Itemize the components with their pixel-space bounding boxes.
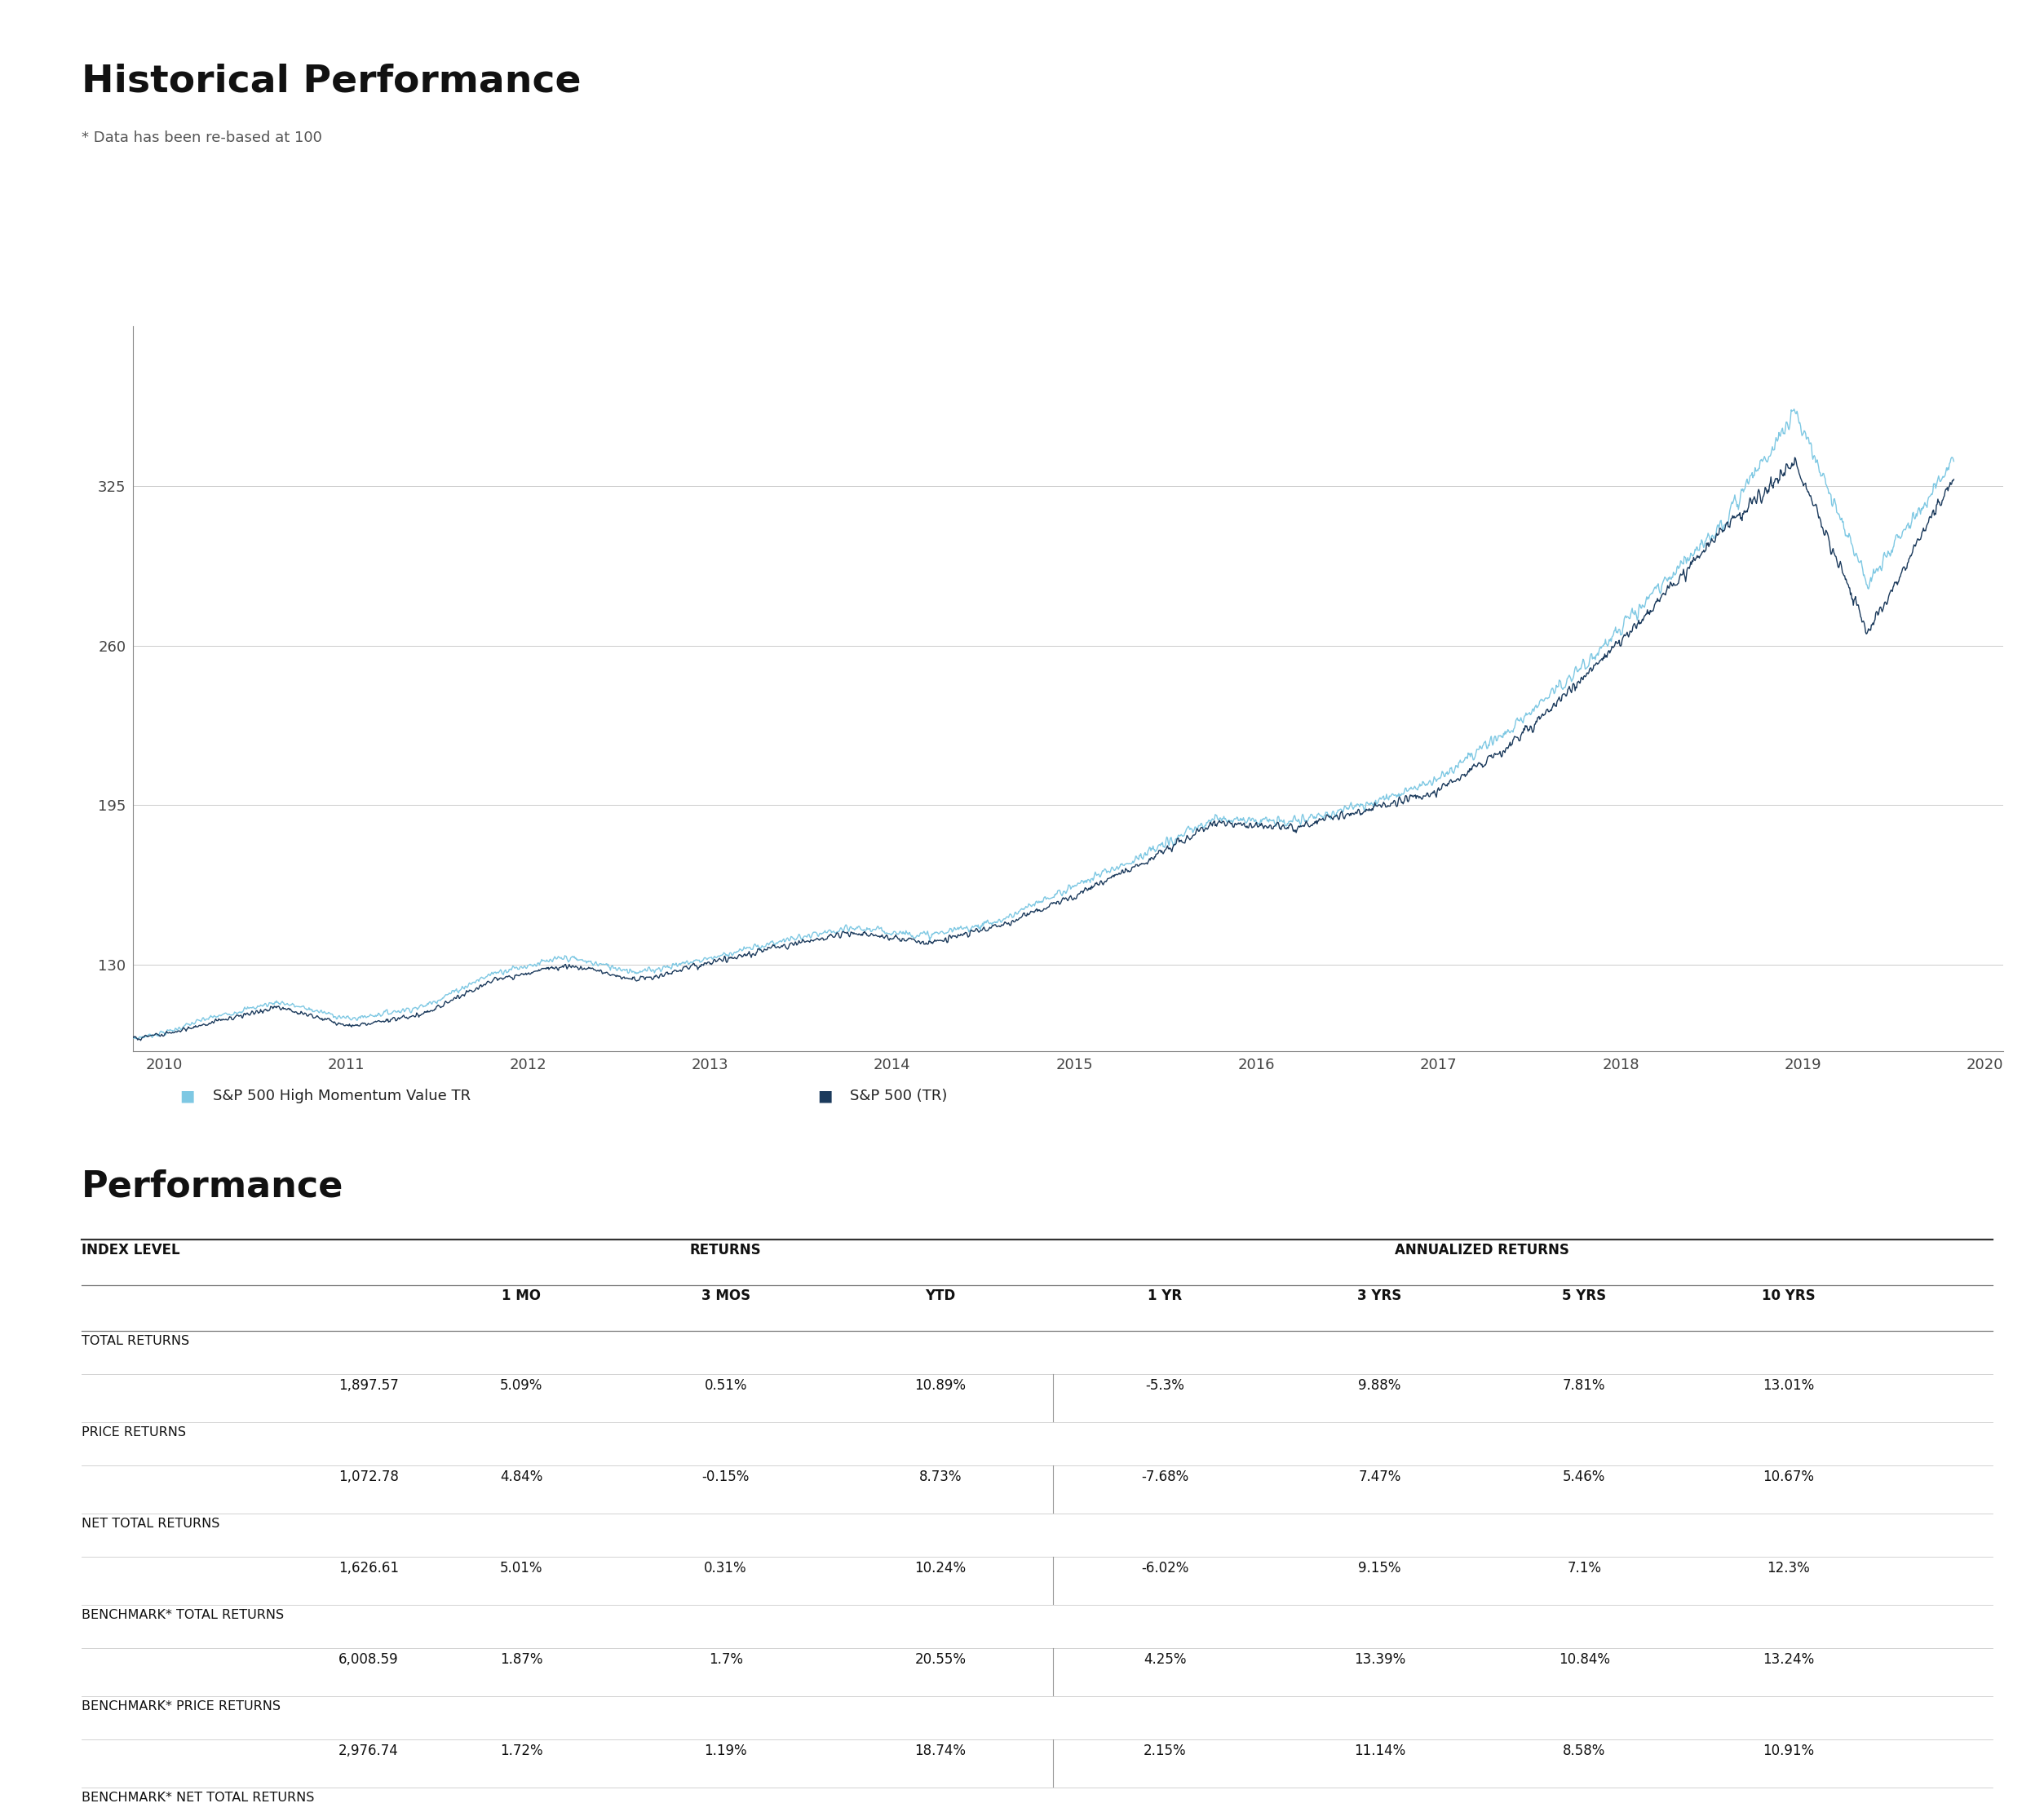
Text: 7.1%: 7.1% [1568,1560,1600,1575]
Text: 1 YR: 1 YR [1149,1288,1181,1303]
Text: BENCHMARK* PRICE RETURNS: BENCHMARK* PRICE RETURNS [82,1700,280,1712]
Text: 10.89%: 10.89% [914,1377,967,1393]
Text: 1,626.61: 1,626.61 [337,1560,399,1575]
Text: 4.84%: 4.84% [501,1470,542,1484]
Text: S&P 500 (TR): S&P 500 (TR) [850,1089,948,1104]
Text: 3 YRS: 3 YRS [1357,1288,1402,1303]
Text: TOTAL RETURNS: TOTAL RETURNS [82,1335,190,1346]
Text: BENCHMARK* TOTAL RETURNS: BENCHMARK* TOTAL RETURNS [82,1609,284,1622]
Text: 2,976.74: 2,976.74 [339,1743,399,1758]
Text: 5.46%: 5.46% [1564,1470,1605,1484]
Text: 5 YRS: 5 YRS [1562,1288,1607,1303]
Text: 5.09%: 5.09% [501,1377,542,1393]
Text: -7.68%: -7.68% [1141,1470,1190,1484]
Text: 1.72%: 1.72% [501,1743,542,1758]
Text: 3 MOS: 3 MOS [701,1288,750,1303]
Text: 2.15%: 2.15% [1145,1743,1186,1758]
Text: 10 YRS: 10 YRS [1762,1288,1815,1303]
Text: 9.88%: 9.88% [1359,1377,1400,1393]
Text: 10.91%: 10.91% [1762,1743,1815,1758]
Text: 18.74%: 18.74% [914,1743,967,1758]
Text: S&P 500 High Momentum Value TR: S&P 500 High Momentum Value TR [213,1089,470,1104]
Text: -5.3%: -5.3% [1145,1377,1186,1393]
Text: 1,897.57: 1,897.57 [339,1377,399,1393]
Text: PRICE RETURNS: PRICE RETURNS [82,1426,186,1439]
Text: -6.02%: -6.02% [1141,1560,1190,1575]
Text: 1 MO: 1 MO [501,1288,542,1303]
Text: 9.15%: 9.15% [1359,1560,1400,1575]
Text: 1,072.78: 1,072.78 [339,1470,399,1484]
Text: 1.87%: 1.87% [501,1653,542,1667]
Text: 12.3%: 12.3% [1766,1560,1811,1575]
Text: NET TOTAL RETURNS: NET TOTAL RETURNS [82,1517,221,1529]
Text: 10.84%: 10.84% [1558,1653,1611,1667]
Text: 7.81%: 7.81% [1564,1377,1605,1393]
Text: 13.39%: 13.39% [1353,1653,1406,1667]
Text: 1.7%: 1.7% [709,1653,742,1667]
Text: * Data has been re-based at 100: * Data has been re-based at 100 [82,130,323,145]
Text: 0.51%: 0.51% [705,1377,746,1393]
Text: 20.55%: 20.55% [914,1653,967,1667]
Text: 10.67%: 10.67% [1762,1470,1815,1484]
Text: ANNUALIZED RETURNS: ANNUALIZED RETURNS [1394,1243,1570,1258]
Text: 11.14%: 11.14% [1353,1743,1406,1758]
Text: 0.31%: 0.31% [705,1560,746,1575]
Text: BENCHMARK* NET TOTAL RETURNS: BENCHMARK* NET TOTAL RETURNS [82,1792,315,1803]
Text: 8.58%: 8.58% [1564,1743,1605,1758]
Text: Performance: Performance [82,1169,343,1203]
Text: INDEX LEVEL: INDEX LEVEL [82,1243,180,1258]
Text: 13.01%: 13.01% [1762,1377,1815,1393]
Text: 7.47%: 7.47% [1359,1470,1400,1484]
Text: ■: ■ [180,1089,194,1104]
Text: 6,008.59: 6,008.59 [339,1653,399,1667]
Text: 5.01%: 5.01% [501,1560,542,1575]
Text: 13.24%: 13.24% [1762,1653,1815,1667]
Text: 10.24%: 10.24% [914,1560,967,1575]
Text: -0.15%: -0.15% [701,1470,750,1484]
Text: 4.25%: 4.25% [1145,1653,1186,1667]
Text: Historical Performance: Historical Performance [82,63,580,100]
Text: 8.73%: 8.73% [920,1470,961,1484]
Text: YTD: YTD [926,1288,955,1303]
Text: 1.19%: 1.19% [705,1743,746,1758]
Text: RETURNS: RETURNS [691,1243,760,1258]
Text: ■: ■ [818,1089,832,1104]
